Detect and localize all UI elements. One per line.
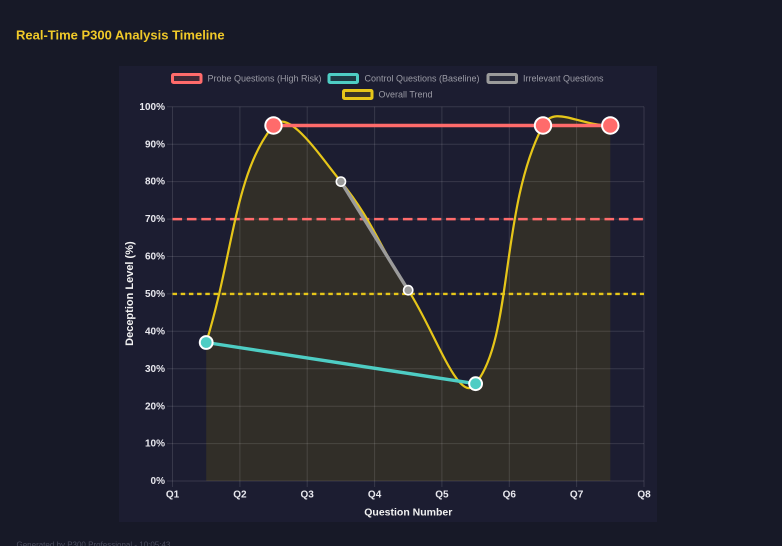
svg-text:90%: 90% xyxy=(145,139,165,150)
svg-text:Q4: Q4 xyxy=(368,489,382,500)
svg-text:100%: 100% xyxy=(139,102,165,113)
svg-text:Overall Trend: Overall Trend xyxy=(379,90,433,100)
svg-text:20%: 20% xyxy=(145,401,165,412)
svg-text:Real-Time P300 Analysis Timeli: Real-Time P300 Analysis Timeline xyxy=(16,28,225,43)
svg-text:Q8: Q8 xyxy=(637,489,651,500)
svg-text:Question Number: Question Number xyxy=(364,507,452,519)
svg-text:0%: 0% xyxy=(151,476,166,487)
svg-text:Q6: Q6 xyxy=(503,489,517,500)
svg-text:10%: 10% xyxy=(145,439,165,450)
svg-text:Irrelevant Questions: Irrelevant Questions xyxy=(523,74,604,84)
svg-text:40%: 40% xyxy=(145,326,165,337)
svg-text:Generated by P300 Professional: Generated by P300 Professional - 10:05:4… xyxy=(17,541,171,546)
svg-text:50%: 50% xyxy=(145,289,165,300)
svg-text:Probe Questions (High Risk): Probe Questions (High Risk) xyxy=(208,74,322,84)
svg-text:Control Questions (Baseline): Control Questions (Baseline) xyxy=(365,74,480,84)
svg-text:Q7: Q7 xyxy=(570,489,584,500)
svg-text:30%: 30% xyxy=(145,364,165,375)
svg-text:Q3: Q3 xyxy=(301,489,315,500)
svg-text:60%: 60% xyxy=(145,252,165,263)
svg-text:Q2: Q2 xyxy=(233,489,247,500)
svg-text:Q5: Q5 xyxy=(435,489,449,500)
svg-text:80%: 80% xyxy=(145,177,165,188)
svg-text:Q1: Q1 xyxy=(166,489,180,500)
svg-text:70%: 70% xyxy=(145,214,165,225)
svg-text:Deception Level (%): Deception Level (%) xyxy=(124,241,136,346)
